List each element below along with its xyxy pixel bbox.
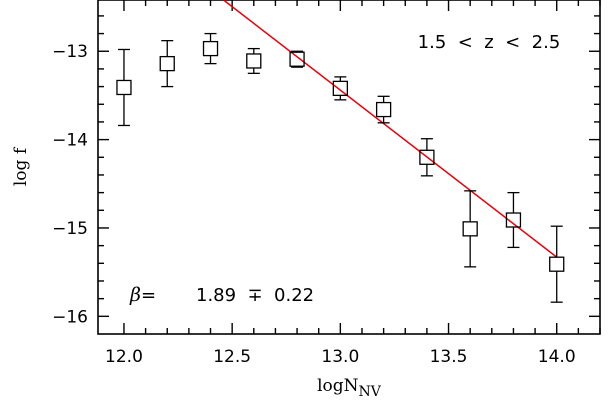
beta-symbol: β (129, 284, 141, 306)
y-tick-label: −16 (52, 307, 88, 327)
x-tick-label: 13.5 (430, 347, 468, 367)
x-axis-label: logNNV (317, 376, 382, 400)
x-tick-label: 13.0 (321, 347, 359, 367)
data-point-group (246, 47, 262, 74)
fit-line (223, 0, 558, 258)
data-point-marker (289, 51, 305, 67)
y-tick-label: −15 (52, 219, 88, 239)
fit-line-layer (223, 0, 558, 258)
x-tick-label: 12.5 (213, 347, 251, 367)
x-axis-label-subscript: NV (359, 384, 382, 400)
data-point-group (505, 191, 522, 249)
data-point-marker (246, 53, 262, 69)
data-point-marker (549, 256, 565, 272)
data-point-marker (462, 221, 478, 237)
plot-area (97, 0, 601, 335)
data-point-group (289, 50, 305, 68)
data-point-marker (419, 149, 435, 165)
beta-annotation: β= (129, 284, 156, 306)
x-tick-label: 14.0 (538, 347, 576, 367)
data-point-marker (159, 55, 175, 72)
x-axis-ticks: 12.0 12.5 13.0 13.5 14.0 (105, 0, 601, 367)
data-points-layer (116, 32, 565, 303)
data-point-marker (375, 101, 392, 118)
x-tick-label: 12.0 (105, 347, 143, 367)
y-axis-ticks: −13 −14 −15 −16 (52, 15, 600, 327)
beta-value: 1.89 ∓ 0.22 (196, 285, 314, 306)
data-point-marker (202, 40, 219, 57)
y-tick-label: −14 (52, 131, 88, 151)
plot-frame (97, 0, 601, 335)
data-point-group (159, 39, 175, 88)
data-point-marker (332, 80, 348, 97)
data-point-marker (116, 79, 132, 96)
data-point-group (202, 32, 219, 65)
data-point-group (116, 48, 132, 127)
data-point-group (549, 225, 565, 303)
y-axis-label: log f (11, 146, 31, 186)
redshift-range-annotation: 1.5 < z < 2.5 (418, 32, 561, 53)
data-point-group (332, 76, 348, 101)
data-point-group (462, 190, 478, 268)
data-point-group (375, 95, 392, 124)
beta-equals: = (141, 285, 156, 306)
y-tick-label: −13 (52, 42, 88, 62)
data-point-marker (505, 212, 522, 228)
data-point-group (419, 138, 435, 177)
